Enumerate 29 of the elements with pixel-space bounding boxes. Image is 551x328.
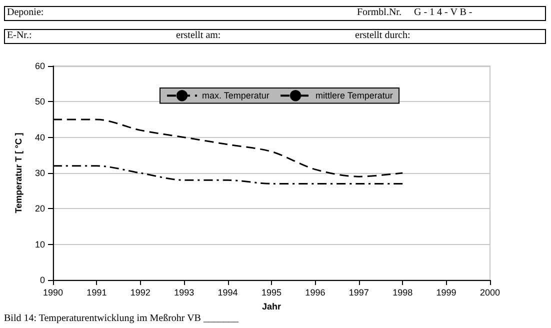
y-tick-label: 20 <box>34 204 45 214</box>
x-tick-label: 1994 <box>218 288 238 298</box>
y-tick-label: 60 <box>34 61 45 71</box>
y-tick-label: 10 <box>34 239 45 250</box>
x-tick-label: 1998 <box>392 288 413 298</box>
text: Formbl.Nr. <box>357 7 402 18</box>
x-tick-label: 1992 <box>130 288 150 298</box>
x-tick-label: 1993 <box>174 288 194 298</box>
text: Deponie: <box>7 7 44 18</box>
y-tick-label: 50 <box>34 96 45 107</box>
x-tick-label: 2000 <box>480 288 500 298</box>
text: G - 1 4 - V B - <box>414 7 472 18</box>
x-tick-label: 1995 <box>261 288 282 298</box>
text: E-Nr.: <box>7 30 32 41</box>
x-tick-label: 1991 <box>86 288 107 298</box>
y-tick-label: 40 <box>34 132 45 142</box>
y-tick-label: 0 <box>40 275 45 285</box>
legend-label: max. Temperatur <box>202 90 270 101</box>
y-axis-title: Temperatur T [ °C ] <box>14 132 24 214</box>
x-axis-title: Jahr <box>262 302 282 312</box>
text: Bild 14: Temperaturentwicklung im Meßrohr VB _______ <box>4 313 238 324</box>
x-tick-label: 1996 <box>305 288 326 298</box>
text: erstellt am: <box>176 30 221 41</box>
x-tick-label: 1990 <box>42 288 64 298</box>
text: erstellt durch: <box>355 30 410 41</box>
y-tick-label: 30 <box>34 168 45 178</box>
legend-label: mittlere Temperatur <box>316 90 393 101</box>
x-tick-label: 1997 <box>348 288 369 298</box>
x-tick-label: 1999 <box>436 288 456 298</box>
